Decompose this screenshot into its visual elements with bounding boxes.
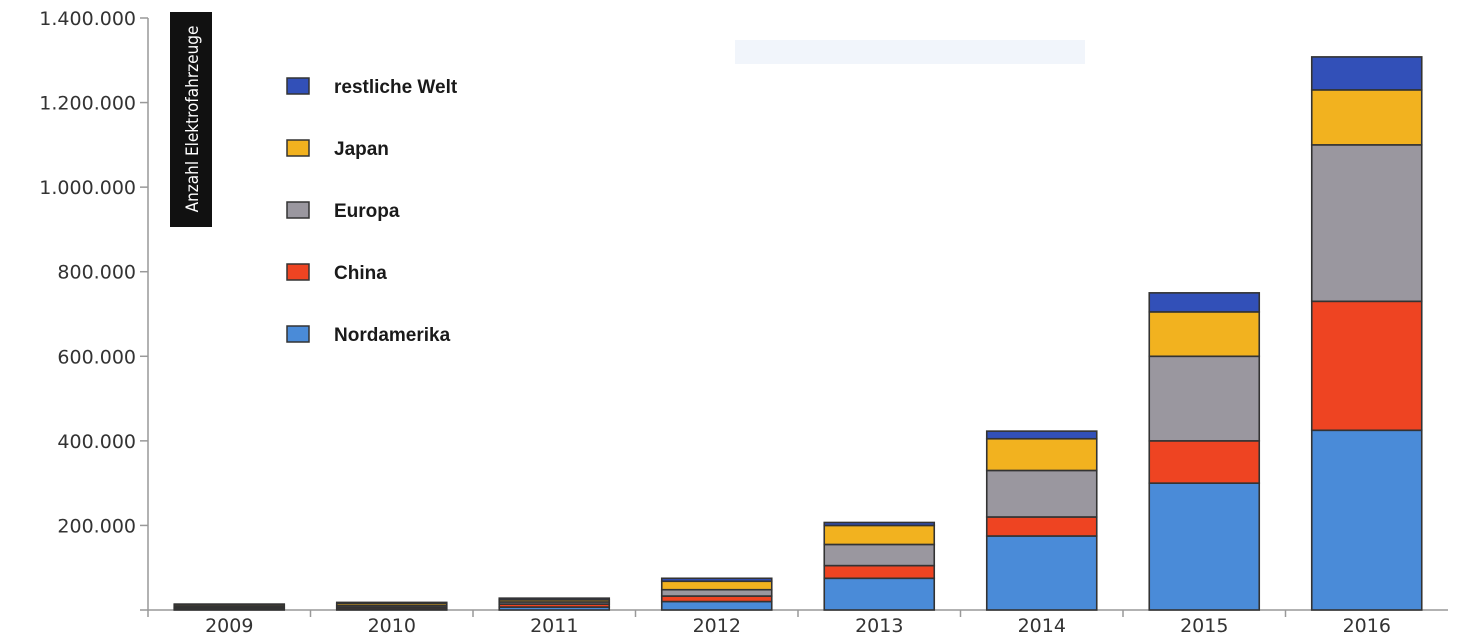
bar-restliche-welt-2013 [823, 521, 936, 527]
x-tick-label-2010: 2010 [368, 615, 416, 635]
bar-stack-2013 [823, 521, 936, 611]
bar-europa-2012 [660, 588, 773, 597]
bar-europa-2013 [823, 543, 936, 567]
bar-stack-2012 [660, 577, 773, 611]
bar-japan-2015 [1148, 311, 1261, 358]
x-tick-label-2012: 2012 [693, 615, 741, 635]
bar-restliche-welt-2012 [660, 577, 773, 583]
bar-europa-2015 [1148, 355, 1261, 442]
legend-label-restliche-welt: restliche Welt [334, 77, 458, 98]
bar-china-2015 [1148, 440, 1261, 484]
bar-stack-2010 [335, 601, 448, 611]
bar-restliche-welt-2011 [498, 597, 611, 601]
bar-stack-2016 [1310, 56, 1423, 611]
bar-nordamerika-2014 [985, 535, 1098, 611]
x-tick-label-2016: 2016 [1343, 615, 1391, 635]
legend-swatch-nordamerika [286, 325, 310, 343]
y-tick-label: 600.000 [57, 346, 136, 368]
y-tick-label: 200.000 [57, 515, 136, 537]
legend-item-nordamerika: Nordamerika [286, 325, 451, 346]
legend-swatch-china [286, 263, 310, 281]
bar-japan-2014 [985, 437, 1098, 472]
x-tick-label-2014: 2014 [1018, 615, 1066, 635]
y-tick-label: 1.400.000 [39, 8, 136, 30]
legend-label-japan: Japan [334, 139, 389, 160]
legend-swatch-japan [286, 139, 310, 157]
legend: restliche Welt Japan Europa China Nordamerik… [286, 77, 458, 346]
y-axis-label-background [170, 12, 212, 227]
y-tick-label: 400.000 [57, 431, 136, 453]
bar-stack-2015 [1148, 292, 1261, 611]
y-axis-label-text: Anzahl Elektrofahrzeuge [183, 26, 203, 213]
bar-restliche-welt-2014 [985, 430, 1098, 440]
y-tick-label: 1.200.000 [39, 93, 136, 115]
bar-japan-2013 [823, 524, 936, 546]
bar-nordamerika-2016 [1310, 429, 1423, 611]
bar-europa-2016 [1310, 144, 1423, 303]
x-tick-label-2015: 2015 [1180, 615, 1228, 635]
bar-china-2014 [985, 516, 1098, 537]
y-tick-labels: 200.000 400.000 600.000 800.000 1.000.000 1.2… [39, 8, 136, 537]
bar-europa-2014 [985, 469, 1098, 518]
bar-nordamerika-2015 [1148, 482, 1261, 611]
bars-layer [173, 56, 1423, 611]
bar-china-2012 [660, 595, 773, 603]
legend-item-restliche-welt: restliche Welt [286, 77, 458, 98]
legend-swatch-restliche-welt [286, 77, 310, 95]
bar-restliche-welt-2009 [173, 603, 286, 606]
bar-nordamerika-2012 [660, 600, 773, 611]
x-tick-label-2009: 2009 [205, 615, 253, 635]
legend-label-china: China [334, 263, 387, 284]
legend-swatch-europa [286, 201, 310, 219]
bar-restliche-welt-2010 [335, 601, 448, 605]
y-tick-label: 1.000.000 [39, 177, 136, 199]
y-axis-label: Anzahl Elektrofahrzeuge [170, 12, 212, 227]
legend-label-nordamerika: Nordamerika [334, 325, 451, 346]
faded-watermark [735, 40, 1085, 64]
bar-japan-2012 [660, 580, 773, 591]
bar-china-2013 [823, 564, 936, 580]
bar-china-2016 [1310, 300, 1423, 432]
bar-stack-2011 [498, 597, 611, 611]
legend-label-europa: Europa [334, 201, 400, 222]
bar-stack-2009 [173, 603, 286, 611]
legend-item-japan: Japan [286, 139, 389, 160]
bar-restliche-welt-2016 [1310, 56, 1423, 91]
bar-nordamerika-2013 [823, 577, 936, 611]
bar-restliche-welt-2015 [1148, 292, 1261, 313]
x-tick-label-2013: 2013 [855, 615, 903, 635]
x-tick-labels: 2009 2010 2011 2012 2013 2014 2015 2016 [205, 615, 1391, 635]
x-tick-label-2011: 2011 [530, 615, 578, 635]
legend-item-china: China [286, 263, 387, 284]
bar-stack-2014 [985, 430, 1098, 611]
bar-japan-2016 [1310, 89, 1423, 146]
legend-item-europa: Europa [286, 201, 400, 222]
y-tick-label: 800.000 [57, 262, 136, 284]
